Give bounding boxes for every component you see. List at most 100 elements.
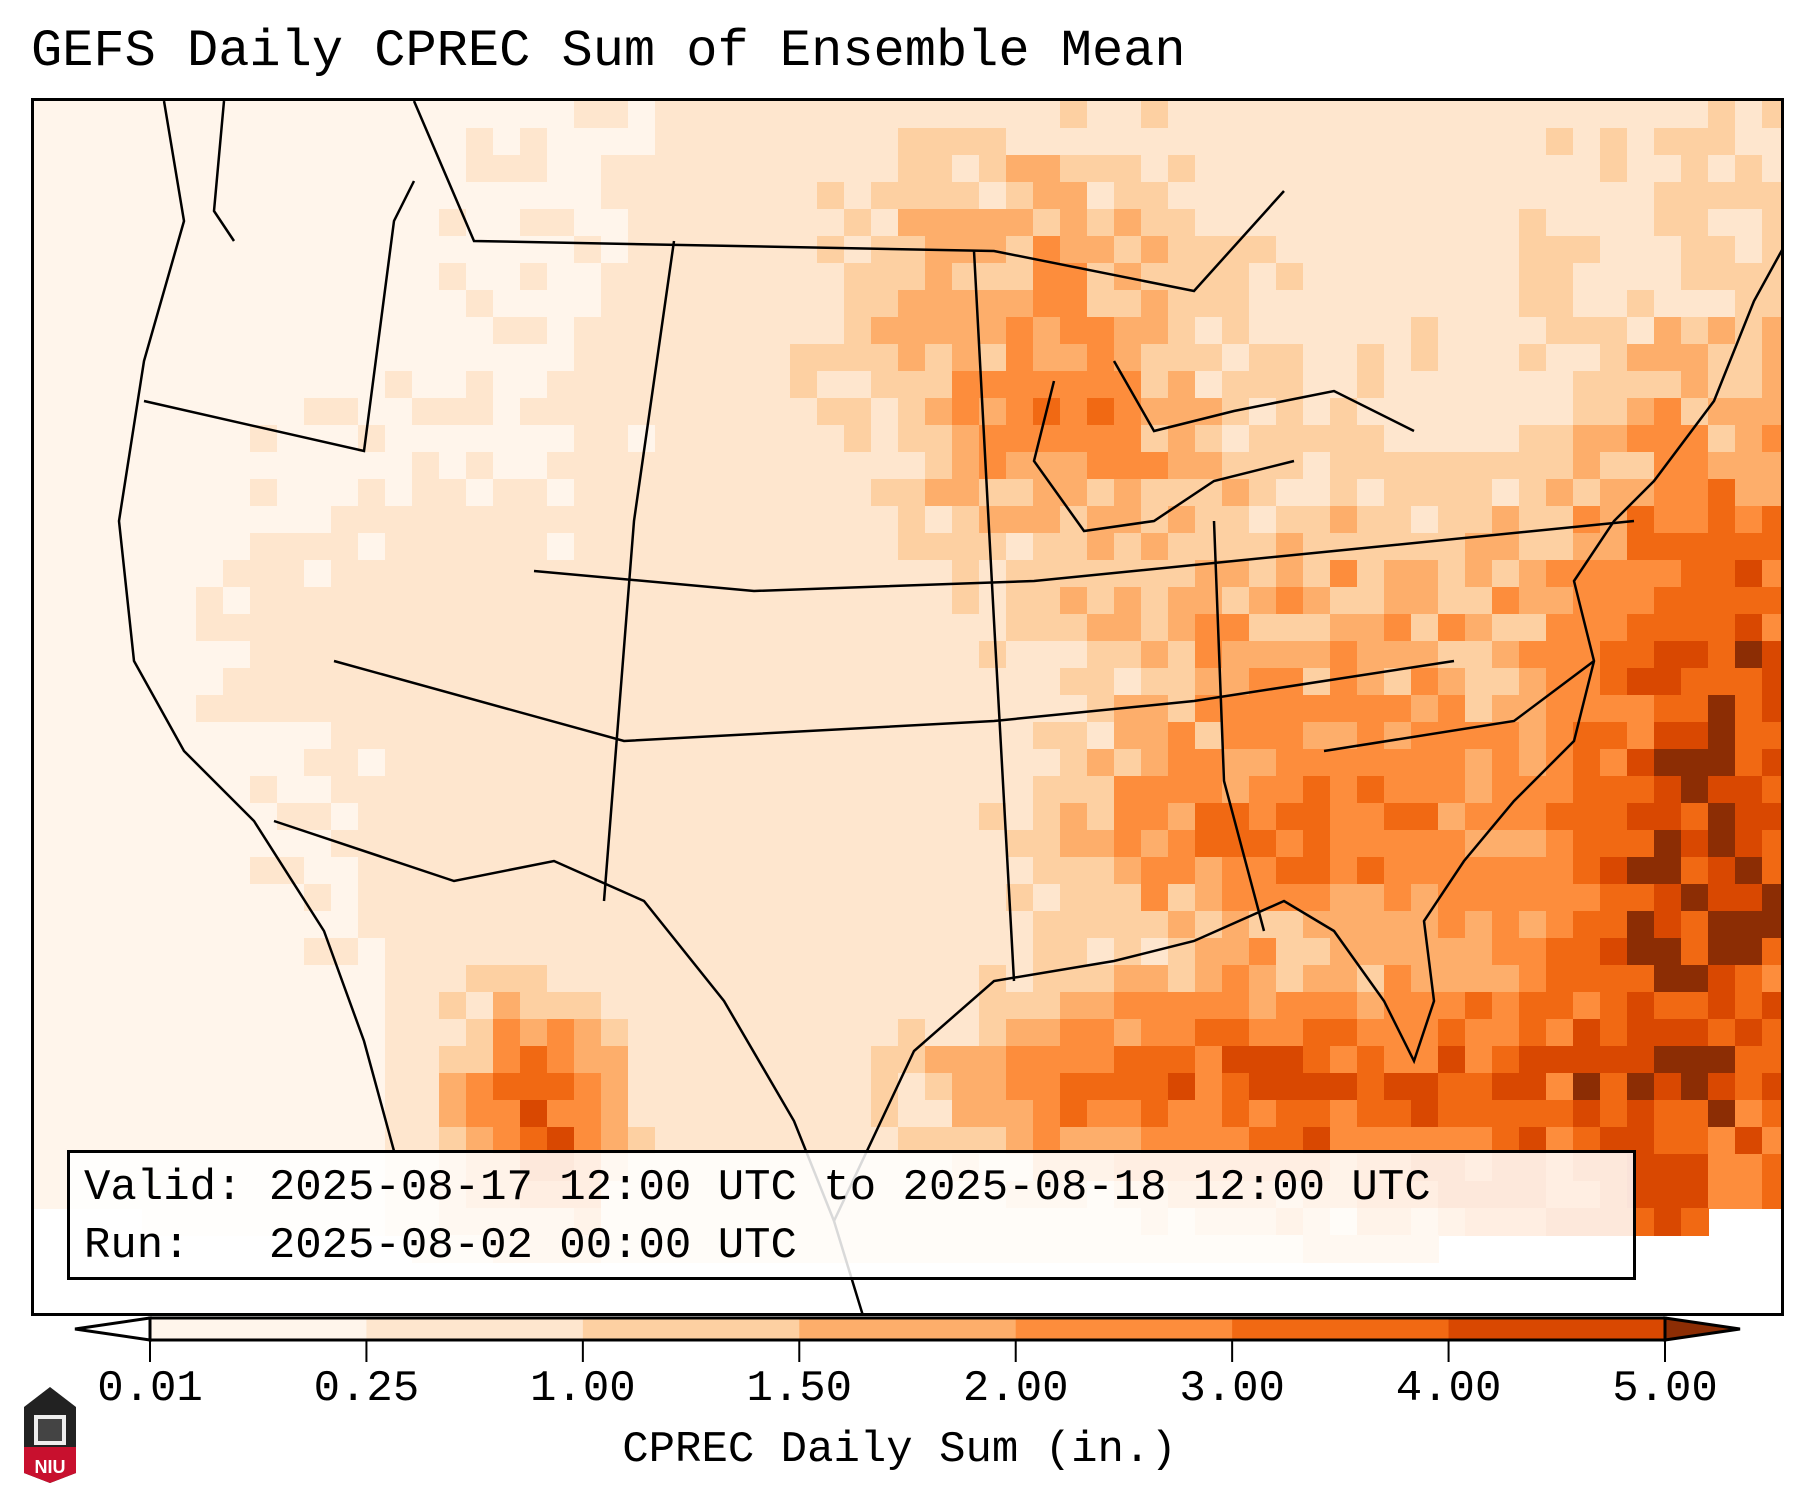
precip-cell (1438, 560, 1466, 588)
precip-cell (61, 533, 89, 561)
precip-cell (115, 830, 143, 858)
precip-cell (979, 938, 1007, 966)
precip-cell (1384, 398, 1412, 426)
precip-cell (250, 668, 278, 696)
precip-cell (736, 965, 764, 993)
precip-cell (1060, 884, 1088, 912)
precip-cell (682, 398, 710, 426)
precip-cell (1357, 155, 1385, 183)
precip-cell (1249, 992, 1277, 1020)
precip-cell (601, 668, 629, 696)
precip-cell (1438, 155, 1466, 183)
precip-cell (439, 560, 467, 588)
precip-cell (628, 317, 656, 345)
precip-cell (169, 614, 197, 642)
precip-cell (736, 1073, 764, 1101)
precip-cell (628, 209, 656, 237)
precip-cell (1492, 884, 1520, 912)
precip-cell (547, 209, 575, 237)
precip-cell (1060, 1046, 1088, 1074)
precip-cell (1060, 1073, 1088, 1101)
precip-cell (1492, 614, 1520, 642)
precip-cell (763, 884, 791, 912)
precip-cell (358, 182, 386, 210)
precip-cell (88, 587, 116, 615)
precip-cell (250, 290, 278, 318)
run-value: 2025-08-02 00:00 UTC (268, 1221, 797, 1271)
precip-cell (304, 371, 332, 399)
precip-cell (1600, 722, 1628, 750)
precip-cell (1141, 533, 1169, 561)
precip-cell (1114, 776, 1142, 804)
precip-cell (88, 1100, 116, 1128)
precip-cell (277, 722, 305, 750)
precip-cell (169, 641, 197, 669)
precip-cell (1168, 668, 1196, 696)
precip-cell (169, 587, 197, 615)
precip-cell (250, 803, 278, 831)
precip-cell (196, 722, 224, 750)
precip-cell (601, 803, 629, 831)
precip-cell (1708, 803, 1736, 831)
precip-cell (115, 722, 143, 750)
precip-cell (655, 749, 683, 777)
precip-cell (1519, 290, 1547, 318)
precip-cell (1708, 533, 1736, 561)
precip-cell (1438, 290, 1466, 318)
precip-cell (1114, 992, 1142, 1020)
precip-cell (1492, 830, 1520, 858)
precip-cell (1276, 911, 1304, 939)
precip-cell (1330, 668, 1358, 696)
precip-cell (1195, 722, 1223, 750)
precip-cell (466, 128, 494, 156)
precip-cell (358, 722, 386, 750)
precip-cell (1411, 1046, 1439, 1074)
precip-cell (385, 479, 413, 507)
precip-cell (1141, 722, 1169, 750)
precip-cell (952, 101, 980, 129)
precip-cell (385, 1046, 413, 1074)
precip-cell (1735, 1100, 1763, 1128)
precip-cell (1762, 533, 1781, 561)
precip-cell (763, 1019, 791, 1047)
precip-cell (1411, 425, 1439, 453)
precip-cell (1384, 1046, 1412, 1074)
precip-cell (385, 344, 413, 372)
precip-cell (547, 398, 575, 426)
precip-cell (1168, 992, 1196, 1020)
precip-cell (1519, 830, 1547, 858)
precip-cell (1168, 317, 1196, 345)
precip-cell (1303, 641, 1331, 669)
precip-cell (1573, 236, 1601, 264)
precip-cell (1141, 1073, 1169, 1101)
precip-cell (493, 479, 521, 507)
precip-cell (1195, 371, 1223, 399)
precip-cell (1303, 749, 1331, 777)
precip-cell (655, 155, 683, 183)
precip-cell (763, 857, 791, 885)
precip-cell (196, 506, 224, 534)
precip-cell (547, 128, 575, 156)
precip-cell (385, 722, 413, 750)
precip-cell (196, 398, 224, 426)
precip-cell (385, 290, 413, 318)
precip-cell (1303, 533, 1331, 561)
precip-cell (736, 1100, 764, 1128)
precip-cell (1708, 1127, 1736, 1155)
precip-cell (1546, 857, 1574, 885)
precip-cell (1114, 290, 1142, 318)
precip-cell (1195, 290, 1223, 318)
precip-cell (1735, 533, 1763, 561)
precip-cell (601, 506, 629, 534)
precip-cell (547, 479, 575, 507)
precip-cell (385, 182, 413, 210)
precip-cell (574, 830, 602, 858)
precip-cell (547, 182, 575, 210)
precip-cell (1681, 1019, 1709, 1047)
precip-cell (358, 776, 386, 804)
precip-cell (115, 1019, 143, 1047)
precip-cell (925, 695, 953, 723)
precip-cell (763, 182, 791, 210)
precip-cell (790, 236, 818, 264)
precip-cell (1438, 749, 1466, 777)
